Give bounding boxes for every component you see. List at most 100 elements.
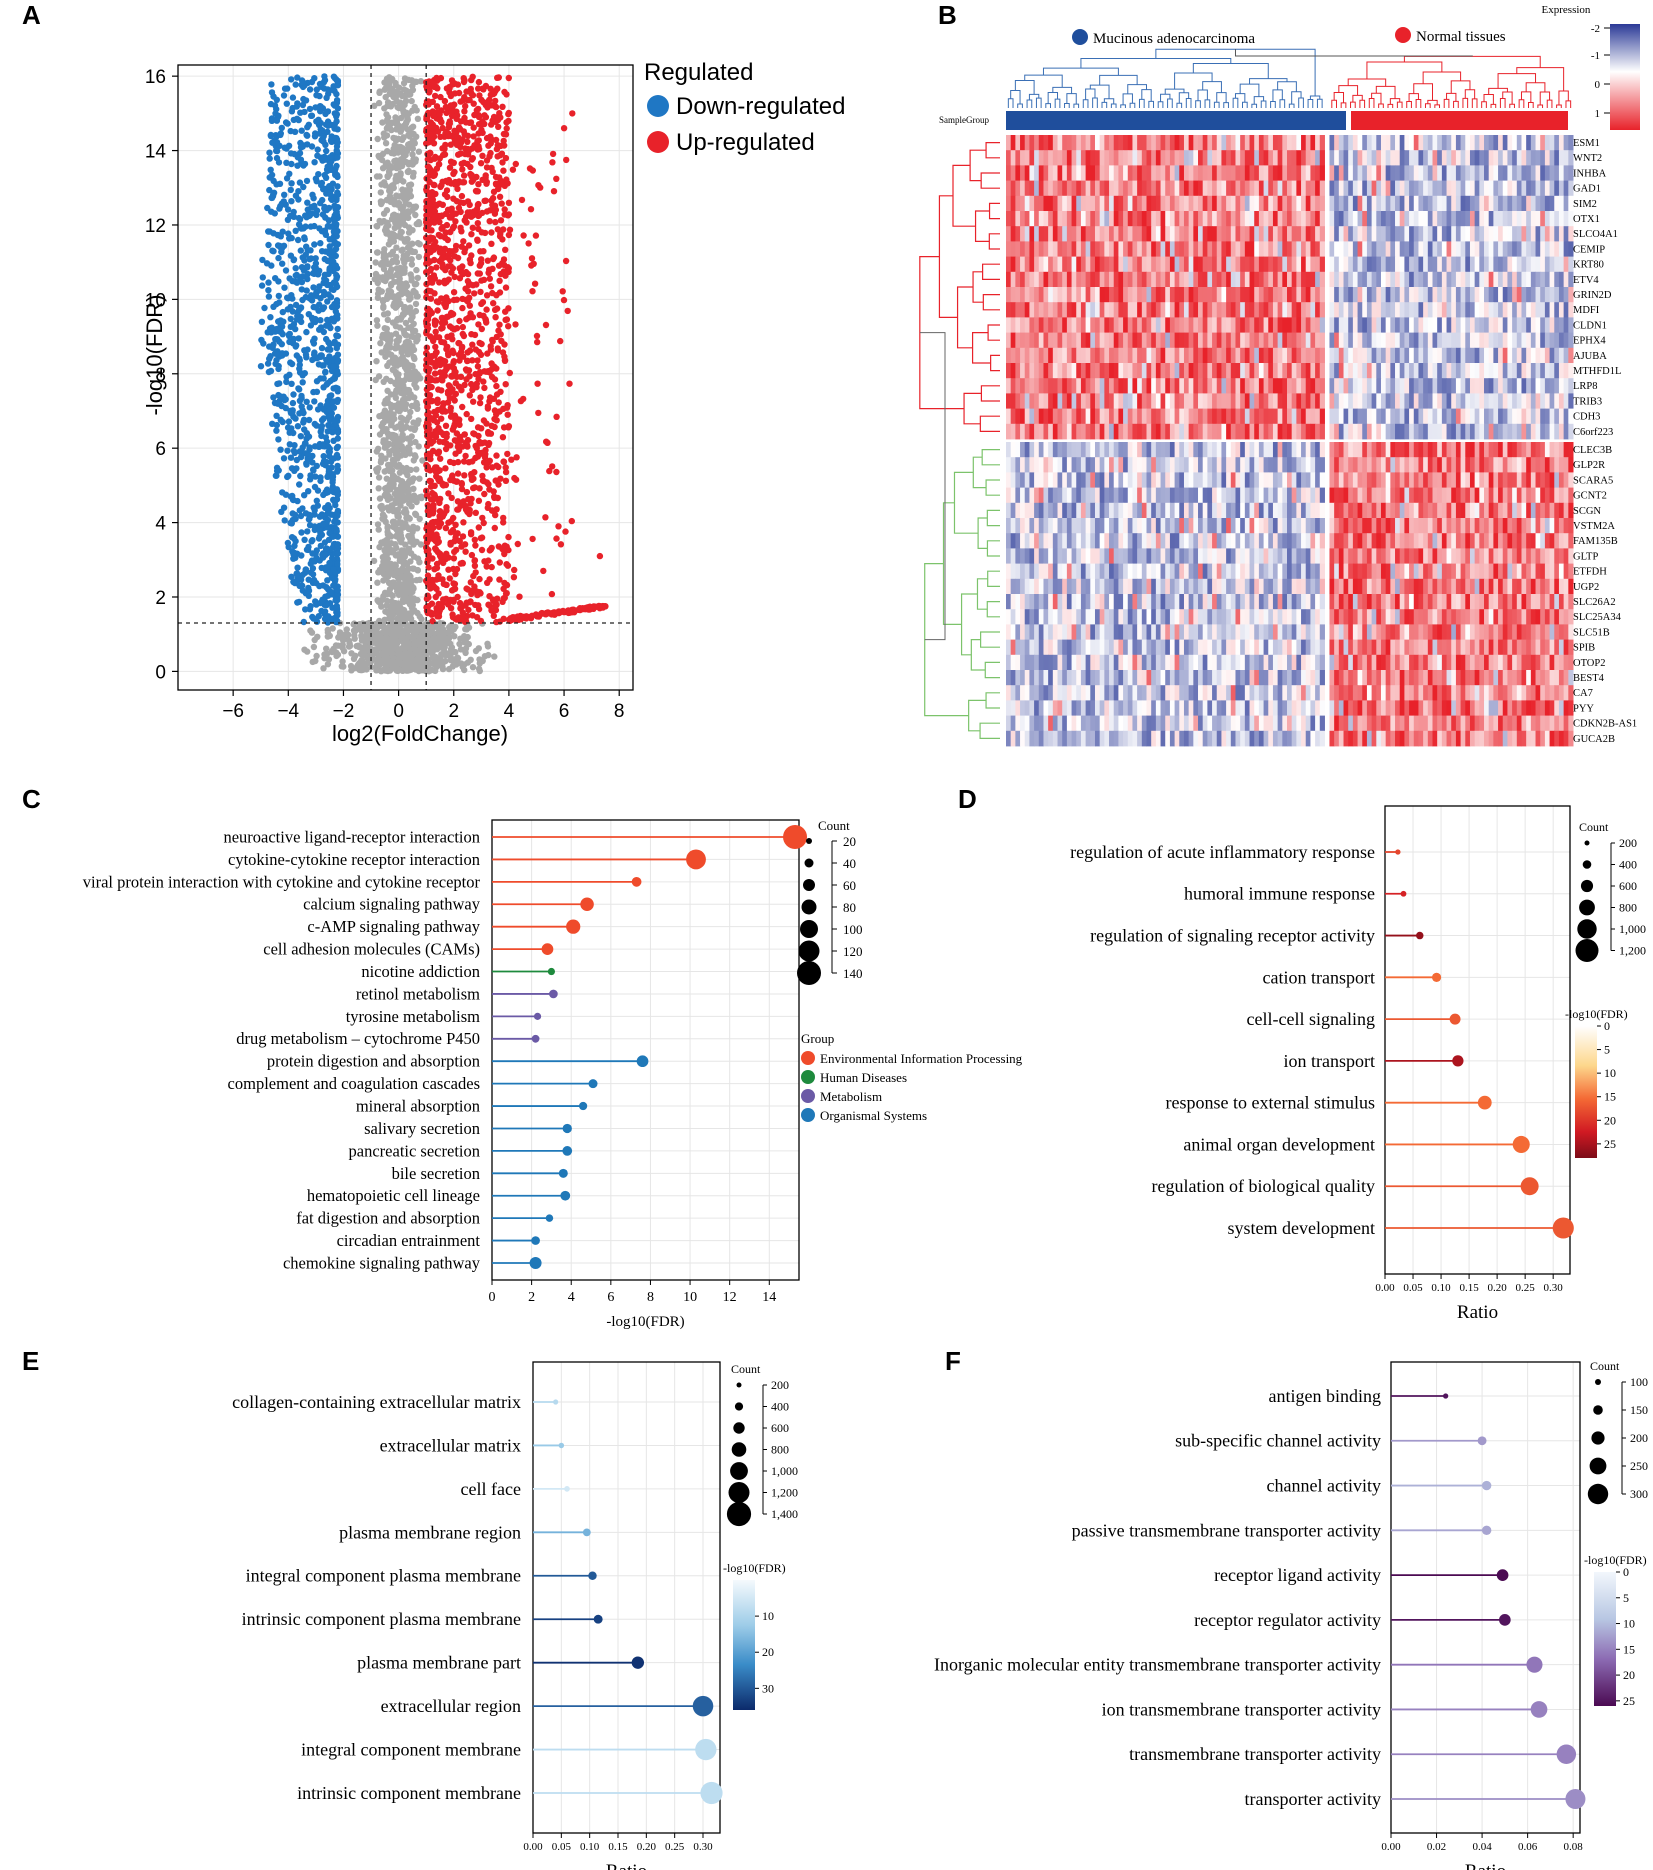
volcano-point <box>437 233 444 240</box>
volcano-point <box>505 424 512 431</box>
volcano-point <box>543 438 550 445</box>
heatmap-cell <box>1174 135 1180 151</box>
volcano-point <box>428 353 436 360</box>
volcano-point <box>381 538 388 545</box>
volcano-point <box>439 599 446 607</box>
volcano-point <box>392 114 399 121</box>
volcano-point <box>453 430 461 437</box>
volcano-point <box>460 159 468 166</box>
volcano-point <box>296 507 303 514</box>
volcano-point <box>334 609 341 616</box>
volcano-point <box>382 160 390 168</box>
volcano-point <box>384 148 391 155</box>
heatmap-cell <box>1099 135 1105 151</box>
volcano-point <box>494 113 502 121</box>
heatmap-cell <box>1502 135 1508 151</box>
volcano-point <box>458 603 466 610</box>
heatmap-cell <box>1254 135 1260 151</box>
volcano-point <box>266 155 273 162</box>
volcano-point <box>333 451 341 459</box>
volcano-point <box>400 523 407 530</box>
volcano-point <box>405 494 412 501</box>
heatmap-cell <box>1066 150 1073 166</box>
volcano-point <box>431 92 439 100</box>
volcano-point <box>449 325 456 332</box>
dendrogram-branch <box>1260 100 1267 108</box>
volcano-point <box>379 261 387 268</box>
volcano-point <box>505 117 512 125</box>
volcano-point <box>298 127 305 134</box>
volcano-point <box>406 296 413 303</box>
volcano-point <box>409 651 416 659</box>
volcano-point <box>414 566 421 574</box>
heatmap-cell <box>1282 135 1288 151</box>
volcano-point <box>505 533 512 541</box>
volcano-point <box>407 91 414 98</box>
volcano-point <box>501 341 508 348</box>
dendrogram-branch <box>1408 93 1419 102</box>
heatmap-cell <box>1052 150 1059 166</box>
volcano-point <box>410 553 418 560</box>
volcano-point <box>403 358 410 366</box>
volcano-point <box>267 132 275 140</box>
dendrogram-branch <box>981 449 1000 466</box>
volcano-point <box>370 557 378 565</box>
dendrogram-branch <box>1223 102 1229 108</box>
volcano-point <box>375 445 382 452</box>
volcano-point <box>480 312 487 319</box>
volcano-point <box>397 414 405 421</box>
volcano-legend: Regulated Down-regulated Up-regulated <box>644 59 845 156</box>
volcano-point <box>468 551 476 559</box>
volcano-point <box>322 434 330 441</box>
volcano-point <box>426 227 433 234</box>
volcano-point <box>387 590 394 597</box>
volcano-point <box>389 610 396 617</box>
volcano-point <box>386 124 393 131</box>
volcano-point <box>484 579 491 586</box>
group-label-normal: Normal tissues <box>1416 29 1506 45</box>
heatmap-cell <box>1291 135 1297 151</box>
volcano-point <box>435 476 442 483</box>
dendrogram-branch <box>970 639 986 671</box>
volcano-point <box>408 124 415 131</box>
heatmap-cell <box>1329 135 1335 151</box>
volcano-point <box>439 481 446 488</box>
volcano-point <box>464 288 472 295</box>
volcano-point <box>264 204 271 212</box>
volcano-point <box>466 392 473 399</box>
volcano-point <box>375 526 382 533</box>
dendrogram-branch <box>979 415 1000 432</box>
volcano-point <box>391 475 398 482</box>
volcano-point <box>394 407 402 414</box>
volcano-point <box>454 498 462 505</box>
volcano-point <box>407 408 414 416</box>
volcano-point <box>280 393 287 400</box>
volcano-point <box>301 426 308 433</box>
volcano-point <box>535 613 543 620</box>
volcano-point <box>404 643 411 650</box>
volcano-point <box>388 533 395 540</box>
volcano-point <box>373 173 381 180</box>
volcano-point <box>447 539 454 547</box>
volcano-point <box>415 148 423 155</box>
volcano-point <box>280 242 288 249</box>
volcano-point <box>384 219 391 226</box>
volcano-point <box>474 363 482 370</box>
volcano-point <box>424 592 431 599</box>
volcano-point <box>436 249 444 256</box>
volcano-point <box>447 413 455 420</box>
volcano-point <box>442 303 449 310</box>
volcano-point <box>380 419 387 426</box>
volcano-point <box>456 275 464 282</box>
volcano-point <box>258 282 266 289</box>
volcano-point <box>375 152 382 160</box>
dendrogram-branch <box>1453 100 1459 108</box>
volcano-point <box>309 316 317 323</box>
volcano-point <box>418 644 425 652</box>
volcano-point <box>334 325 341 333</box>
heatmap-cell <box>1516 135 1522 151</box>
dendrogram-branch <box>1178 92 1190 104</box>
volcano-point <box>402 319 410 327</box>
volcano-point <box>446 623 453 631</box>
volcano-point <box>364 638 371 645</box>
